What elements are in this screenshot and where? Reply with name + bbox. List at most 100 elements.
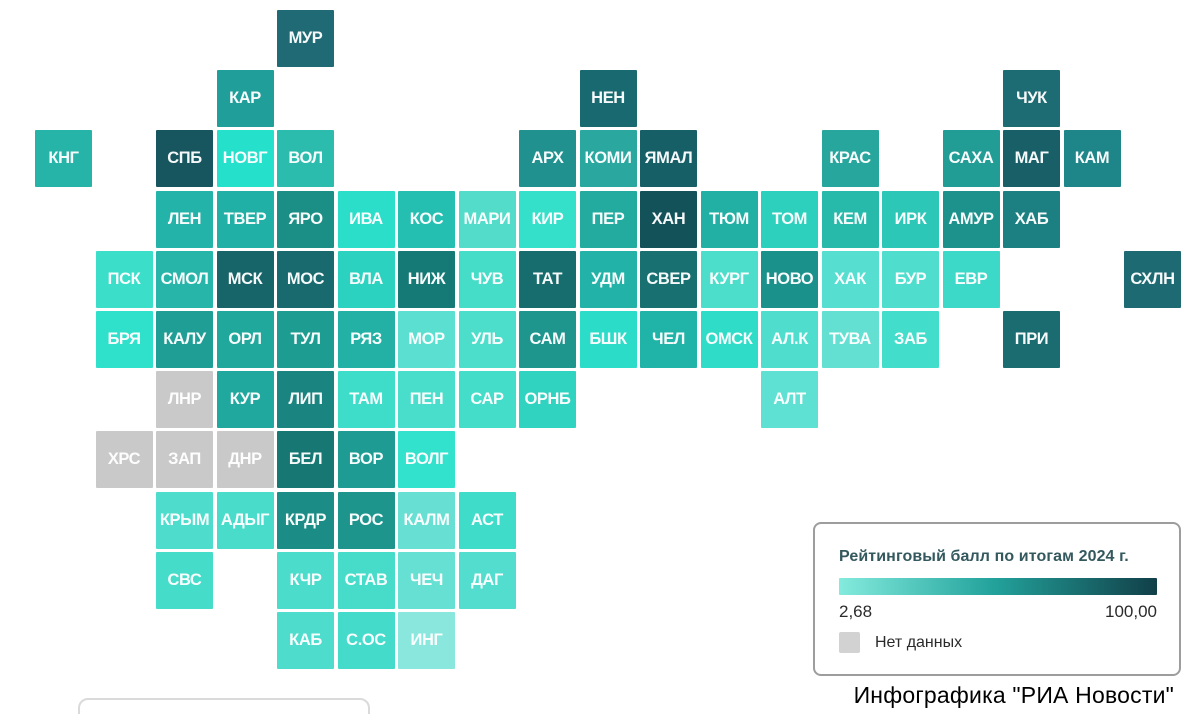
region-tile-МУР[interactable]: МУР <box>277 10 334 67</box>
legend-card: Рейтинговый балл по итогам 2024 г. 2,68 … <box>813 522 1181 676</box>
region-tile-БРЯ[interactable]: БРЯ <box>95 311 153 368</box>
region-tile-КУР[interactable]: КУР <box>216 371 274 429</box>
region-tile-ЯМАЛ[interactable]: ЯМАЛ <box>640 130 697 188</box>
region-tile-АЛ.К[interactable]: АЛ.К <box>761 311 818 368</box>
region-tile-КОС[interactable]: КОС <box>398 190 455 248</box>
region-tile-САР[interactable]: САР <box>458 371 516 429</box>
region-tile-УДМ[interactable]: УДМ <box>579 250 637 308</box>
region-tile-НИЖ[interactable]: НИЖ <box>398 250 455 308</box>
region-tile-ЛИП[interactable]: ЛИП <box>277 371 334 429</box>
region-tile-С.ОС[interactable]: С.ОС <box>337 612 395 669</box>
region-tile-ТАМ[interactable]: ТАМ <box>337 371 395 429</box>
region-tile-ОРЛ[interactable]: ОРЛ <box>216 311 274 368</box>
region-tile-КРАС[interactable]: КРАС <box>821 130 879 188</box>
region-tile-РОС[interactable]: РОС <box>337 491 395 549</box>
region-tile-ТВЕР[interactable]: ТВЕР <box>216 190 274 248</box>
region-tile-КЧР[interactable]: КЧР <box>277 551 334 609</box>
region-tile-КУРГ[interactable]: КУРГ <box>700 250 758 308</box>
region-tile-МОС[interactable]: МОС <box>277 250 334 308</box>
region-tile-ОРНБ[interactable]: ОРНБ <box>519 371 576 429</box>
region-tile-ТОМ[interactable]: ТОМ <box>761 190 818 248</box>
region-tile-БЕЛ[interactable]: БЕЛ <box>277 431 334 489</box>
region-tile-ЛНР[interactable]: ЛНР <box>156 371 213 429</box>
region-tile-СВС[interactable]: СВС <box>156 551 213 609</box>
region-tile-ЕВР[interactable]: ЕВР <box>942 250 1000 308</box>
region-tile-КНГ[interactable]: КНГ <box>35 130 92 188</box>
region-tile-УЛЬ[interactable]: УЛЬ <box>458 311 516 368</box>
region-tile-СВЕР[interactable]: СВЕР <box>640 250 697 308</box>
region-tile-ПСК[interactable]: ПСК <box>95 250 153 308</box>
region-tile-АЛТ[interactable]: АЛТ <box>761 371 818 429</box>
region-tile-СПБ[interactable]: СПБ <box>156 130 213 188</box>
region-tile-МОР[interactable]: МОР <box>398 311 455 368</box>
region-tile-ЧУК[interactable]: ЧУК <box>1003 70 1060 128</box>
region-tile-КРЫМ[interactable]: КРЫМ <box>156 491 213 549</box>
legend-title: Рейтинговый балл по итогам 2024 г. <box>839 548 1129 565</box>
region-tile-ЗАБ[interactable]: ЗАБ <box>882 311 939 368</box>
region-tile-АСТ[interactable]: АСТ <box>458 491 516 549</box>
cutoff-card <box>78 698 370 714</box>
region-tile-МАРИ[interactable]: МАРИ <box>458 190 516 248</box>
region-tile-ХАН[interactable]: ХАН <box>640 190 697 248</box>
region-tile-АРХ[interactable]: АРХ <box>519 130 576 188</box>
region-tile-ВОР[interactable]: ВОР <box>337 431 395 489</box>
region-tile-СХЛН[interactable]: СХЛН <box>1124 250 1181 308</box>
region-tile-ДНР[interactable]: ДНР <box>216 431 274 489</box>
region-tile-КРДР[interactable]: КРДР <box>277 491 334 549</box>
legend-nodata-row: Нет данных <box>839 632 1153 653</box>
region-tile-АМУР[interactable]: АМУР <box>942 190 1000 248</box>
region-tile-ХРС[interactable]: ХРС <box>95 431 153 489</box>
region-tile-ТАТ[interactable]: ТАТ <box>519 250 576 308</box>
region-tile-ЛЕН[interactable]: ЛЕН <box>156 190 213 248</box>
region-tile-ИВА[interactable]: ИВА <box>337 190 395 248</box>
region-tile-ПЕР[interactable]: ПЕР <box>579 190 637 248</box>
region-tile-ТЮМ[interactable]: ТЮМ <box>700 190 758 248</box>
region-tile-САХА[interactable]: САХА <box>942 130 1000 188</box>
region-tile-ЯРО[interactable]: ЯРО <box>277 190 334 248</box>
region-tile-ПРИ[interactable]: ПРИ <box>1003 311 1060 368</box>
region-tile-ЧУВ[interactable]: ЧУВ <box>458 250 516 308</box>
region-tile-РЯЗ[interactable]: РЯЗ <box>337 311 395 368</box>
region-tile-КАЛУ[interactable]: КАЛУ <box>156 311 213 368</box>
region-tile-ХАБ[interactable]: ХАБ <box>1003 190 1060 248</box>
region-tile-БШК[interactable]: БШК <box>579 311 637 368</box>
region-tile-КАЛМ[interactable]: КАЛМ <box>398 491 455 549</box>
region-tile-НОВГ[interactable]: НОВГ <box>216 130 274 188</box>
region-tile-ВОЛГ[interactable]: ВОЛГ <box>398 431 455 489</box>
region-tile-ИРК[interactable]: ИРК <box>882 190 939 248</box>
region-tile-ПЕН[interactable]: ПЕН <box>398 371 455 429</box>
region-tile-КИР[interactable]: КИР <box>519 190 576 248</box>
region-tile-АДЫГ[interactable]: АДЫГ <box>216 491 274 549</box>
region-tile-КОМИ[interactable]: КОМИ <box>579 130 637 188</box>
region-tile-ОМСК[interactable]: ОМСК <box>700 311 758 368</box>
infographic-credit: Инфографика "РИА Новости" <box>853 682 1174 708</box>
region-tile-КАБ[interactable]: КАБ <box>277 612 334 669</box>
region-tile-ТУВА[interactable]: ТУВА <box>821 311 879 368</box>
region-tile-МСК[interactable]: МСК <box>216 250 274 308</box>
region-tile-ВОЛ[interactable]: ВОЛ <box>277 130 334 188</box>
legend-range: 2,68 100,00 <box>839 602 1157 622</box>
region-tile-СМОЛ[interactable]: СМОЛ <box>156 250 213 308</box>
legend-gradient-bar <box>839 578 1157 595</box>
no-data-label: Нет данных <box>875 633 963 651</box>
region-tile-ЧЕЧ[interactable]: ЧЕЧ <box>398 551 455 609</box>
region-tile-БУР[interactable]: БУР <box>882 250 939 308</box>
region-tile-МАГ[interactable]: МАГ <box>1003 130 1060 188</box>
no-data-swatch <box>839 632 860 653</box>
region-tile-НОВО[interactable]: НОВО <box>761 250 818 308</box>
region-tile-САМ[interactable]: САМ <box>519 311 576 368</box>
region-tile-СТАВ[interactable]: СТАВ <box>337 551 395 609</box>
region-tile-ДАГ[interactable]: ДАГ <box>458 551 516 609</box>
region-tile-КАР[interactable]: КАР <box>216 70 274 128</box>
legend-max-value: 100,00 <box>1105 602 1157 621</box>
region-tile-ТУЛ[interactable]: ТУЛ <box>277 311 334 368</box>
region-tile-ИНГ[interactable]: ИНГ <box>398 612 455 669</box>
region-tile-ЧЕЛ[interactable]: ЧЕЛ <box>640 311 697 368</box>
region-tile-ХАК[interactable]: ХАК <box>821 250 879 308</box>
region-tile-КАМ[interactable]: КАМ <box>1063 130 1121 188</box>
region-tile-КЕМ[interactable]: КЕМ <box>821 190 879 248</box>
region-tile-ЗАП[interactable]: ЗАП <box>156 431 213 489</box>
region-tile-НЕН[interactable]: НЕН <box>579 70 637 128</box>
region-tile-ВЛА[interactable]: ВЛА <box>337 250 395 308</box>
